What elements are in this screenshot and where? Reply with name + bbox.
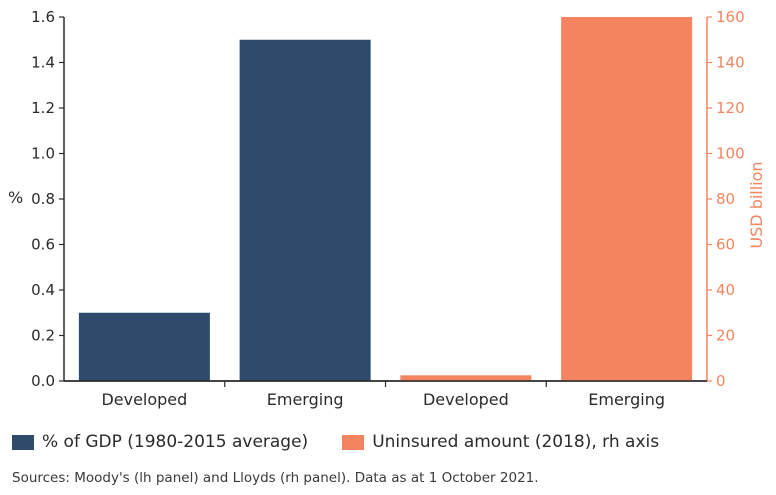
right-tick-label: 60: [716, 236, 735, 254]
bar: [400, 375, 532, 381]
x-tick-label: Developed: [423, 390, 509, 409]
bar: [78, 312, 210, 381]
right-tick-label: 20: [716, 327, 735, 345]
legend-swatch-uninsured: [342, 434, 365, 450]
bar: [239, 39, 371, 381]
left-tick-label: 1.6: [31, 8, 55, 26]
right-tick-label: 160: [716, 8, 745, 26]
left-tick-label: 1.0: [31, 145, 55, 163]
legend: % of GDP (1980-2015 average) Uninsured a…: [12, 432, 659, 452]
legend-swatch-gdp: [12, 434, 34, 450]
legend-label-uninsured: Uninsured amount (2018), rh axis: [372, 432, 660, 452]
right-tick-label: 100: [716, 145, 745, 163]
legend-item-uninsured: Uninsured amount (2018), rh axis: [342, 432, 659, 452]
source-note: Sources: Moody's (lh panel) and Lloyds (…: [12, 470, 539, 486]
right-tick-label: 140: [716, 54, 745, 72]
left-tick-label: 0.2: [31, 327, 55, 345]
left-tick-label: 1.2: [31, 99, 55, 117]
x-tick-label: Emerging: [267, 390, 344, 409]
y-axis-label-left: %: [8, 188, 23, 207]
left-tick-label: 1.4: [31, 54, 55, 72]
left-tick-label: 0.6: [31, 236, 55, 254]
left-tick-label: 0.0: [31, 372, 55, 390]
legend-label-gdp: % of GDP (1980-2015 average): [42, 432, 309, 452]
right-tick-label: 0: [716, 372, 726, 390]
right-tick-label: 120: [716, 99, 745, 117]
right-tick-label: 40: [716, 281, 735, 299]
x-tick-label: Emerging: [588, 390, 665, 409]
y-axis-label-right: USD billion: [747, 161, 766, 248]
x-tick-label: Developed: [101, 390, 187, 409]
bar: [561, 17, 693, 381]
right-tick-label: 80: [716, 190, 735, 208]
legend-item-gdp: % of GDP (1980-2015 average): [12, 432, 308, 452]
left-tick-label: 0.8: [31, 190, 55, 208]
left-tick-label: 0.4: [31, 281, 55, 299]
chart: 0.0 0.2 0.4 0.6 0.8 1.0 1.2 1.4 1.6 0 20 40 60 80 100 1…: [8, 8, 766, 409]
